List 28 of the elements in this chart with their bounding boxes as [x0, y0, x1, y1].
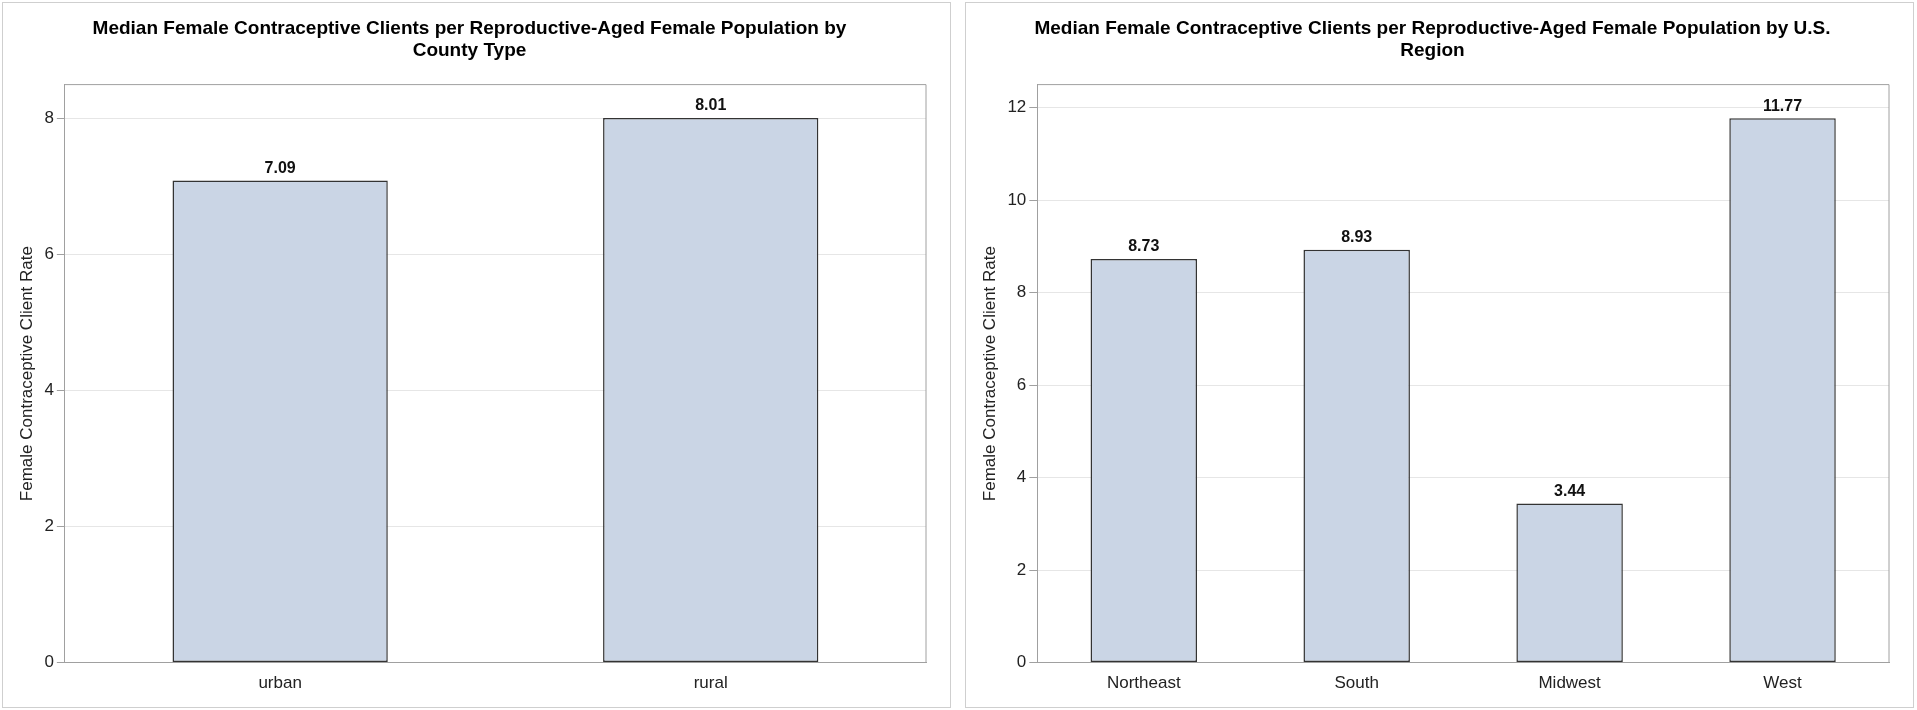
x-tick-label: South	[1334, 673, 1379, 693]
data-label: 3.44	[1554, 481, 1586, 499]
y-tick-label: 8	[1016, 282, 1027, 302]
y-tick-label: 2	[44, 516, 54, 536]
y-tick-label: 0	[44, 652, 54, 672]
y-tick-label: 8	[44, 108, 54, 128]
y-tick-label: 4	[1016, 467, 1027, 487]
y-tick-label: 4	[44, 380, 54, 400]
x-tick-label: rural	[693, 673, 728, 693]
y-tick-label: 10	[1007, 189, 1027, 209]
y-axis-title: Female Contraceptive Client Rate	[979, 246, 999, 502]
y-tick-label: 12	[1007, 97, 1027, 117]
data-label: 8.01	[695, 96, 727, 114]
y-tick-label: 6	[44, 244, 54, 264]
x-tick-label: Midwest	[1538, 673, 1602, 693]
data-label: 8.73	[1128, 237, 1160, 255]
x-tick-label: West	[1763, 673, 1803, 693]
chart-title: Median Female Contraceptive Clients per Reproductive-Aged Female Population by County Type	[92, 16, 847, 61]
data-label: 7.09	[264, 158, 296, 176]
data-label: 8.93	[1341, 228, 1373, 246]
chart-title: Median Female Contraceptive Clients per Reproductive-Aged Female Population by U.S. Region	[1034, 16, 1831, 61]
y-tick-label: 2	[1016, 559, 1027, 579]
x-tick-label: Northeast	[1106, 673, 1181, 693]
y-axis-title: Female Contraceptive Client Rate	[16, 246, 36, 502]
data-label: 11.77	[1762, 96, 1803, 114]
x-tick-label: urban	[258, 673, 302, 693]
y-tick-label: 6	[1016, 374, 1027, 394]
y-tick-label: 0	[1016, 652, 1027, 672]
